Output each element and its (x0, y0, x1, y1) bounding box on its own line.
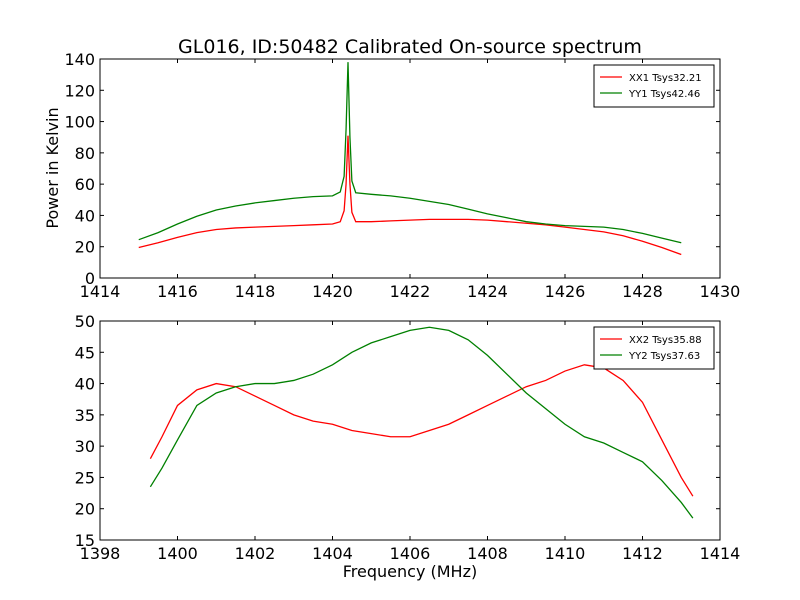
y-tick-label: 35 (75, 406, 95, 425)
y-tick-label: 50 (75, 312, 95, 331)
x-tick-label: 1414 (700, 544, 741, 563)
y-tick-label: 20 (75, 500, 95, 519)
y-tick-label: 40 (75, 206, 95, 225)
y-tick-label: 140 (64, 50, 95, 69)
x-tick-label: 1416 (157, 282, 198, 301)
y-tick-label: 20 (75, 238, 95, 257)
y-tick-label: 0 (85, 269, 95, 288)
top-panel: 1414 1416 1418 1420 1422 1424 1426 1428 1430 0 20 4… (64, 50, 740, 301)
y-tick-label: 100 (64, 113, 95, 132)
legend-label: XX2 Tsys35.88 (629, 335, 702, 346)
x-tick-label: 1430 (700, 282, 741, 301)
y-axis-label: Power in Kelvin (43, 107, 62, 228)
x-tick-label: 1404 (312, 544, 353, 563)
y-tick-label: 80 (75, 144, 95, 163)
x-tick-label: 1424 (467, 282, 508, 301)
y-tick-label: 15 (75, 531, 95, 550)
x-tick-label: 1400 (157, 544, 198, 563)
x-tick-label: 1426 (545, 282, 586, 301)
series-line-2-2 (149, 326, 694, 519)
x-axis-label: Frequency (MHz) (343, 562, 477, 581)
bottom-panel: 1398 1400 1402 1404 1406 1408 1410 1412 1414 15 20… (75, 312, 741, 563)
y-tick-label: 30 (75, 437, 95, 456)
x-tick-label: 1420 (312, 282, 353, 301)
x-tick-label: 1406 (390, 544, 431, 563)
x-tick-label: 1398 (80, 544, 121, 563)
x-tick-label: 1422 (390, 282, 431, 301)
y-tick-label: 120 (64, 81, 95, 100)
chart-title: GL016, ID:50482 Calibrated On-source spe… (178, 36, 642, 58)
x-tick-label: 1428 (622, 282, 663, 301)
series-line-1-1 (138, 135, 682, 256)
y-tick-label: 60 (75, 175, 95, 194)
x-tick-label: 1402 (235, 544, 276, 563)
legend-box (593, 64, 715, 108)
legend-label: YY1 Tsys42.46 (628, 89, 700, 100)
legend-box (593, 326, 715, 370)
x-tick-label: 1410 (545, 544, 586, 563)
x-tick-label: 1408 (467, 544, 508, 563)
y-tick-label: 45 (75, 343, 95, 362)
legend-label: YY2 Tsys37.63 (628, 351, 700, 362)
legend-label: XX1 Tsys32.21 (629, 73, 702, 84)
x-tick-label: 1418 (235, 282, 276, 301)
series-line-2-1 (149, 364, 694, 497)
y-tick-label: 25 (75, 468, 95, 487)
series-line-1-2 (138, 62, 682, 244)
x-tick-label: 1412 (622, 544, 663, 563)
y-tick-label: 40 (75, 375, 95, 394)
x-tick-label: 1414 (80, 282, 121, 301)
